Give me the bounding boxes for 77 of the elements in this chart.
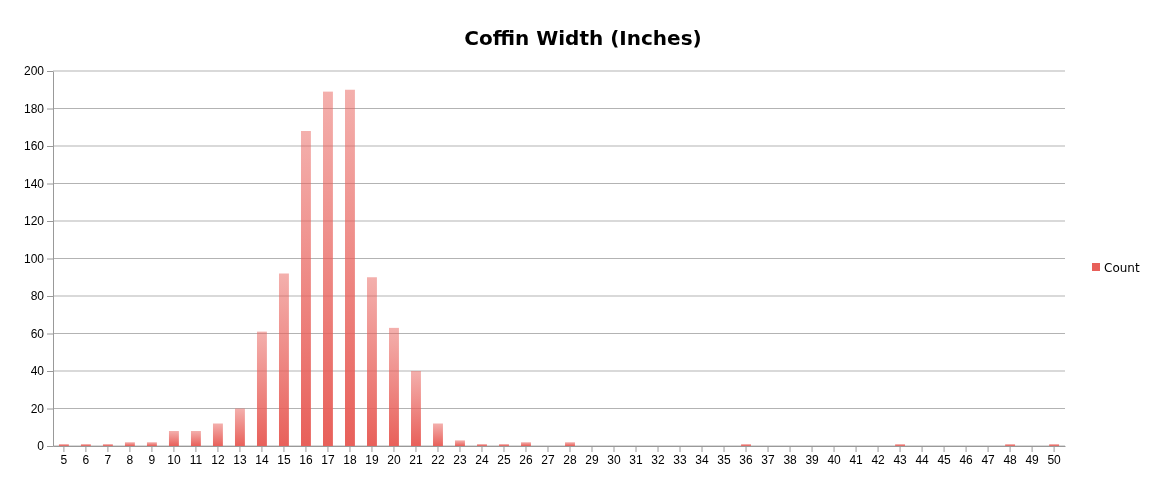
bar — [565, 442, 575, 446]
legend-label: Count — [1104, 261, 1140, 275]
bar — [146, 442, 157, 446]
bar — [367, 277, 377, 446]
x-tick-label: 11 — [189, 452, 203, 467]
x-tick-label: 18 — [343, 452, 357, 467]
x-tick-label: 37 — [761, 452, 776, 467]
bar — [345, 89, 355, 446]
y-tick-label: 0 — [37, 439, 45, 454]
y-tick-label: 100 — [23, 251, 45, 266]
x-tick-label: 10 — [167, 452, 181, 467]
bar — [168, 431, 179, 446]
x-tick-label: 9 — [148, 452, 156, 467]
bar — [389, 327, 399, 446]
x-tick-label: 36 — [739, 452, 754, 467]
x-tick-label: 6 — [82, 452, 90, 467]
bar — [212, 423, 223, 446]
x-tick-label: 25 — [497, 452, 511, 467]
x-tick-label: 24 — [475, 452, 489, 467]
x-tick-label: 44 — [915, 452, 930, 467]
y-tick-label: 80 — [30, 289, 45, 304]
y-tick-label: 200 — [23, 64, 45, 79]
chart-title: Coffin Width (Inches) — [464, 26, 702, 50]
x-tick-label: 31 — [629, 452, 644, 467]
y-tick-label: 120 — [23, 214, 45, 229]
x-tick-label: 41 — [849, 452, 864, 467]
x-tick-label: 22 — [431, 452, 445, 467]
x-tick-label: 50 — [1047, 452, 1062, 467]
y-tick-label: 20 — [30, 401, 45, 416]
x-tick-label: 17 — [321, 452, 335, 467]
bar — [190, 431, 201, 446]
x-tick-label: 49 — [1025, 452, 1040, 467]
x-tick-label: 46 — [959, 452, 974, 467]
x-tick-label: 23 — [453, 452, 467, 467]
bar — [300, 131, 311, 446]
x-tick-label: 14 — [255, 452, 269, 467]
x-tick-label: 33 — [673, 452, 688, 467]
x-tick-label: 13 — [233, 452, 247, 467]
x-tick-label: 42 — [871, 452, 886, 467]
x-tick-label: 30 — [607, 452, 622, 467]
x-tick-label: 15 — [277, 452, 291, 467]
x-tick-label: 7 — [104, 452, 112, 467]
y-tick-label: 160 — [23, 139, 45, 154]
x-tick-label: 32 — [651, 452, 666, 467]
x-tick-label: 12 — [211, 452, 225, 467]
x-tick-label: 38 — [783, 452, 798, 467]
x-tick-label: 28 — [563, 452, 577, 467]
x-tick-label: 20 — [387, 452, 401, 467]
x-tick-label: 8 — [126, 452, 134, 467]
x-tick-label: 27 — [541, 452, 555, 467]
bar — [323, 91, 333, 446]
x-tick-label: 35 — [717, 452, 732, 467]
y-tick-label: 140 — [23, 176, 45, 191]
y-tick-label: 60 — [30, 326, 45, 341]
bar — [234, 408, 245, 446]
x-tick-label: 26 — [519, 452, 533, 467]
bar — [411, 371, 421, 446]
x-tick-label: 21 — [409, 452, 423, 467]
x-tick-label: 19 — [365, 452, 379, 467]
x-tick-label: 5 — [60, 452, 68, 467]
bar — [455, 440, 465, 446]
x-tick-label: 29 — [585, 452, 599, 467]
x-tick-label: 34 — [695, 452, 710, 467]
x-tick-label: 39 — [805, 452, 820, 467]
x-tick-label: 47 — [981, 452, 996, 467]
y-tick-label: 40 — [30, 364, 45, 379]
bar — [433, 423, 443, 446]
x-tick-label: 48 — [1003, 452, 1018, 467]
x-tick-label: 40 — [827, 452, 842, 467]
bar — [521, 442, 531, 446]
bar — [124, 442, 135, 446]
bar — [278, 273, 289, 446]
bar — [256, 331, 267, 446]
x-tick-label: 43 — [893, 452, 908, 467]
x-tick-label: 16 — [299, 452, 313, 467]
x-tick-label: 45 — [937, 452, 952, 467]
y-tick-label: 180 — [23, 101, 45, 116]
